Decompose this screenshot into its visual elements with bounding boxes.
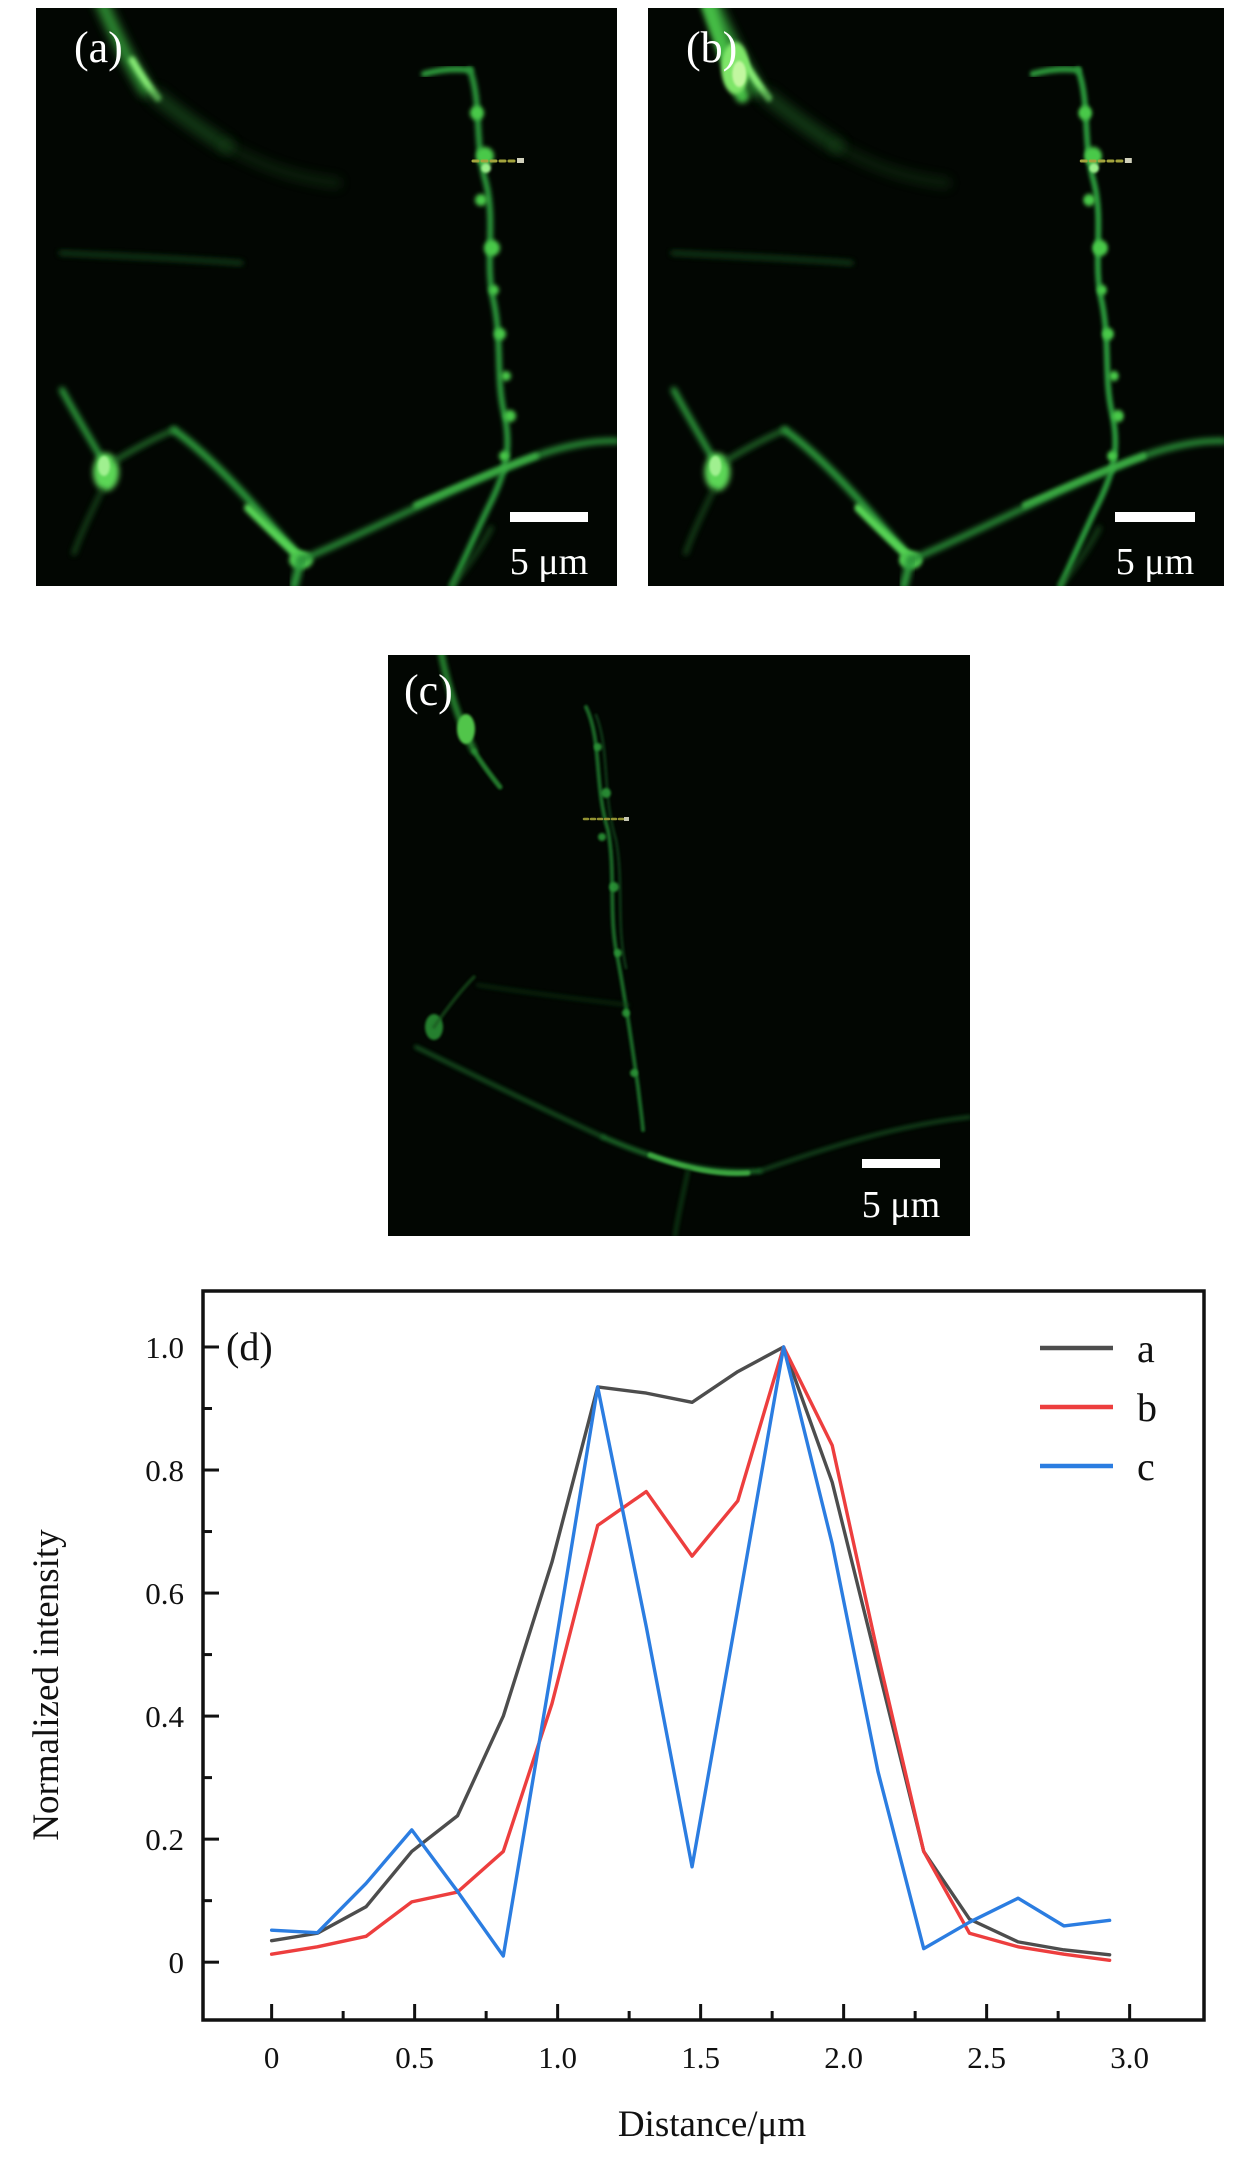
x-tick-label: 3.0 (1110, 2040, 1149, 2075)
fluorescence-panel-c: (c) 5 μm (388, 655, 970, 1236)
bright-soma-blob (701, 8, 750, 103)
fluorescence-image-b (648, 8, 1224, 586)
intensity-profile-chart: 0 0.5 1.0 1.5 2.0 2.5 3.0 0 0.2 0.4 0.6 0.8 1.0 abc (d… (26, 1289, 1206, 2145)
x-axis-title: Distance/μm (618, 2104, 807, 2145)
panel-c-label: (c) (404, 666, 453, 715)
series-line-b (269, 1345, 1112, 1963)
scale-bar-a (510, 512, 588, 522)
y-tick-label: 1.0 (145, 1330, 184, 1365)
fluorescence-image-c (414, 655, 970, 1236)
x-tick-label: 0.5 (395, 2040, 434, 2075)
y-tick-label: 0 (169, 1945, 185, 1980)
legend-label-b: b (1137, 1385, 1157, 1430)
x-tick-label: 0 (264, 2040, 280, 2075)
scale-bar-c-label: 5 μm (861, 1184, 941, 1226)
legend-label-a: a (1137, 1326, 1155, 1371)
x-tick-label: 2.5 (967, 2040, 1006, 2075)
y-tick-label: 0.6 (145, 1576, 184, 1611)
y-tick-label: 0.8 (145, 1453, 184, 1488)
x-tick-label: 1.5 (681, 2040, 720, 2075)
series-line-a (269, 1345, 1112, 1957)
x-tick-label: 1.0 (538, 2040, 577, 2075)
fluorescence-panel-a: (a) 5 μm (36, 8, 617, 586)
panel-a-label: (a) (74, 23, 123, 72)
fluorescence-image-a (36, 8, 617, 586)
y-tick-label: 0.2 (145, 1822, 184, 1857)
x-tick-label: 2.0 (824, 2040, 863, 2075)
series-line-c (269, 1345, 1112, 1958)
scale-bar-a-label: 5 μm (509, 541, 589, 583)
y-axis-title: Normalized intensity (26, 1529, 67, 1841)
scale-bar-b-label: 5 μm (1115, 541, 1195, 583)
fluorescence-panel-b: (b) 5 μm (648, 8, 1224, 586)
panel-d-label: (d) (226, 1324, 273, 1369)
scale-bar-c (862, 1159, 940, 1168)
legend-label-c: c (1137, 1444, 1155, 1489)
y-tick-label: 0.4 (145, 1699, 184, 1734)
plot-border (201, 1289, 1206, 2022)
scale-bar-b (1115, 512, 1195, 522)
panel-b-label: (b) (686, 23, 738, 72)
